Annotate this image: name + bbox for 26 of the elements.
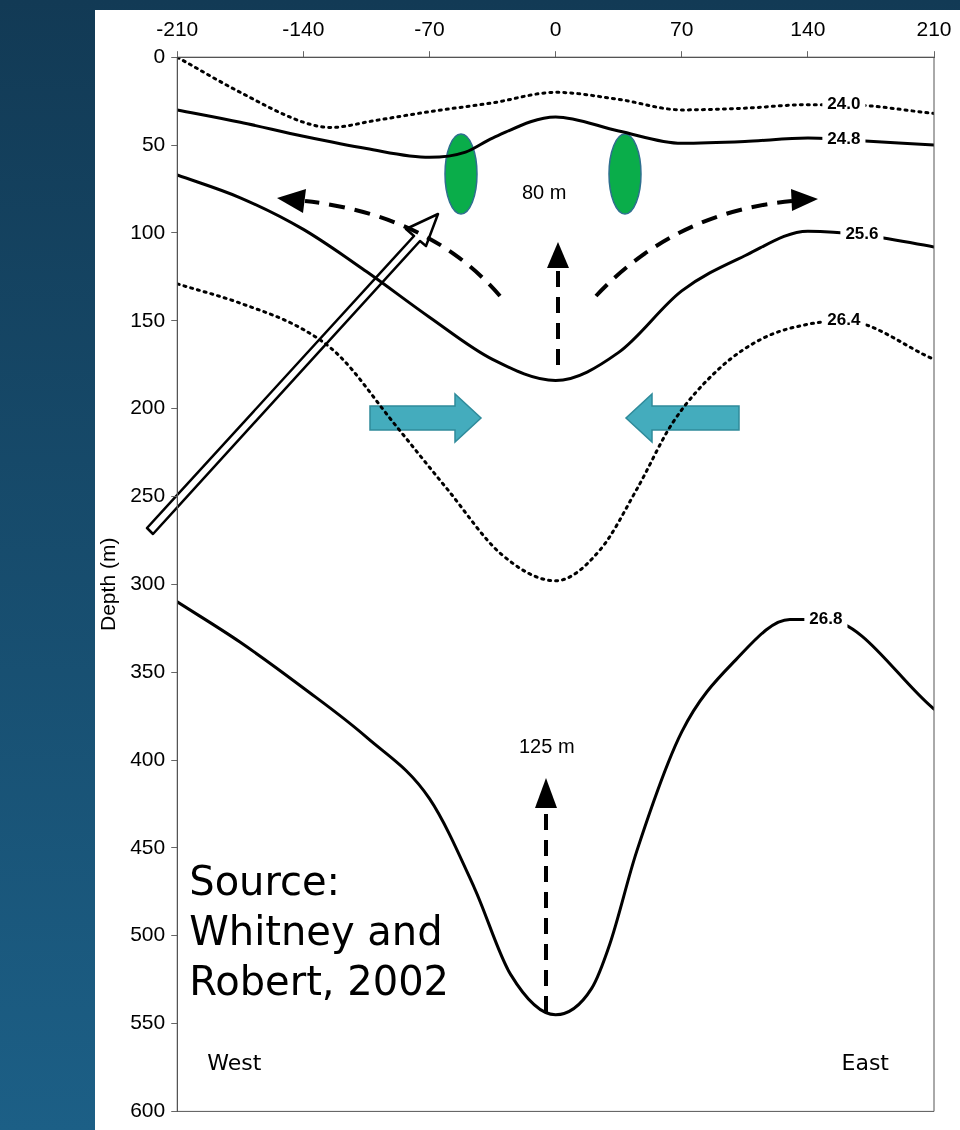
y-tick-label: 500 bbox=[130, 922, 166, 946]
annotation: West bbox=[207, 1049, 262, 1077]
x-tick-label: 140 bbox=[790, 17, 826, 41]
y-tick-label: 300 bbox=[130, 571, 166, 595]
y-tick-label: 100 bbox=[130, 219, 166, 243]
y-tick-label: 200 bbox=[130, 395, 166, 419]
y-tick-label: 350 bbox=[130, 658, 166, 682]
annotation: East bbox=[841, 1049, 889, 1077]
y-tick-label: 550 bbox=[130, 1010, 166, 1034]
x-tick-label: 70 bbox=[670, 17, 694, 41]
y-tick-label: 0 bbox=[153, 44, 166, 67]
y-tick-label: 150 bbox=[130, 307, 166, 331]
annotation: Source: Whitney and Robert, 2002 bbox=[189, 857, 451, 1007]
x-tick-label: -210 bbox=[156, 17, 199, 41]
y-tick-label: 600 bbox=[130, 1098, 166, 1122]
x-tick-label: 0 bbox=[549, 17, 562, 41]
y-axis-title: Depth (m) bbox=[96, 537, 120, 631]
x-tick-label: -70 bbox=[414, 17, 445, 41]
annotation: 125 m bbox=[519, 734, 575, 759]
x-tick-label: 210 bbox=[916, 17, 952, 41]
annotation: 80 m bbox=[522, 180, 567, 205]
y-tick-label: 400 bbox=[130, 746, 166, 770]
x-tick-label: -140 bbox=[282, 17, 325, 41]
y-tick-label: 50 bbox=[141, 131, 166, 155]
y-tick-label: 250 bbox=[130, 483, 166, 507]
y-tick-label: 450 bbox=[130, 834, 166, 858]
